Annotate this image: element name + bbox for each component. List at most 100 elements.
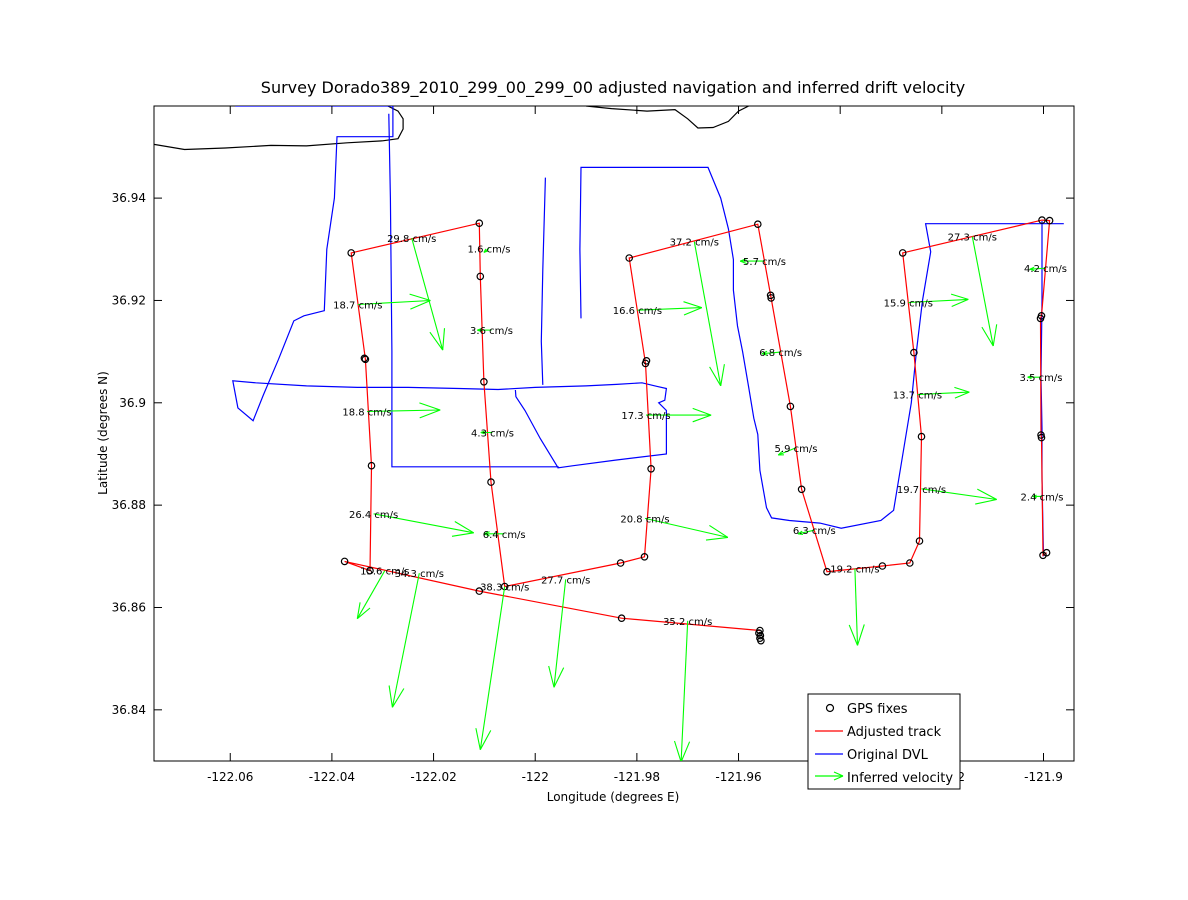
y-tick-label: 36.84 [112, 703, 146, 717]
velocity-label: 5.7 cm/s [743, 257, 786, 268]
velocity-arrow [1032, 494, 1042, 499]
velocity-arrow [739, 257, 765, 265]
tick-layer: -122.06 -122.04 -122.02 -122 -121.98 -121.96 -… [112, 106, 1074, 784]
gps-fix-marker [340, 557, 349, 566]
velocity-label: 34.3 cm/s [395, 569, 444, 580]
velocity-arrow [761, 350, 781, 356]
y-tick-label: 36.94 [112, 191, 146, 205]
gps-fix-marker [367, 461, 376, 470]
gps-fix-marker [642, 356, 651, 365]
gps-fix-marker [617, 614, 626, 623]
velocity-label: 6.8 cm/s [759, 348, 802, 359]
velocity-arrow [673, 620, 691, 761]
gps-fix-marker [878, 562, 887, 570]
gps-fix-marker [766, 291, 775, 300]
velocity-label: 2.4 cm/s [1021, 492, 1064, 503]
gps-fix-marker [898, 249, 907, 257]
velocity-arrow [357, 293, 431, 310]
x-tick-label: -121.9 [1024, 770, 1063, 784]
legend-gps-label: GPS fixes [847, 702, 908, 717]
velocity-label: 15.6 cm/s [360, 567, 409, 578]
velocity-arrow [797, 529, 815, 536]
gps-fix-marker [823, 567, 831, 576]
y-tick-label: 36.9 [119, 396, 146, 410]
velocity-arrow [411, 237, 446, 351]
gps-fix-marker [917, 432, 926, 441]
dvl-track-line [540, 177, 546, 385]
gps-fix-marker [1038, 216, 1046, 224]
gps-fix-marker [480, 377, 488, 386]
velocity-label: 4.3 cm/s [471, 429, 514, 440]
x-axis-label: Longitude (degrees E) [547, 790, 680, 804]
velocity-arrow [480, 430, 493, 435]
legend-dvl-label: Original DVL [847, 748, 929, 763]
gps-fix-marker [1037, 433, 1046, 442]
gps-fix-marker [753, 220, 762, 229]
velocity-label: 37.2 cm/s [670, 238, 719, 249]
velocity-arrow [1029, 266, 1046, 272]
legend-velocity-arrow [815, 771, 844, 781]
gps-fix-marker [475, 587, 484, 595]
coastline [585, 106, 749, 129]
velocity-label: 6.4 cm/s [483, 530, 526, 541]
gps-fix-marker [487, 478, 495, 486]
x-tick-label: -122.02 [410, 770, 456, 784]
velocity-arrow [693, 241, 725, 387]
gps-fix-marker [1045, 216, 1054, 225]
velocity-label: 4.2 cm/s [1024, 264, 1067, 275]
legend-adjusted-label: Adjusted track [847, 725, 942, 740]
velocity-label: 13.7 cm/s [893, 391, 942, 402]
velocity-arrow [548, 579, 567, 688]
velocity-label: 19.2 cm/s [830, 565, 879, 576]
gps-fix-marker [757, 636, 765, 645]
plot-area: 15.6 cm/s34.3 cm/s 38.3 cm/s 27.7 cm/s 35.2… [112, 105, 1075, 784]
velocity-label: 17.3 cm/s [621, 411, 670, 422]
gps-fix-marker [786, 402, 795, 411]
velocity-arrow [921, 488, 997, 505]
velocity-label: 19.7 cm/s [897, 485, 946, 496]
velocity-arrow [777, 447, 797, 456]
gps-fix-marker [640, 552, 649, 561]
velocity-arrow [908, 293, 969, 308]
x-tick-label: -122.06 [207, 770, 253, 784]
dvl-track-line [232, 106, 668, 469]
legend: GPS fixes Adjusted track Original DVL In… [807, 693, 961, 790]
gps-fix-marker [910, 348, 918, 357]
dvl-track-line [579, 166, 1064, 529]
velocity-label: 3.5 cm/s [1020, 373, 1063, 384]
gps-fix-marker [915, 537, 924, 545]
gps-fix-marker [347, 249, 356, 257]
velocity-label: 20.8 cm/s [620, 514, 669, 525]
velocity-arrow [637, 301, 703, 316]
axes-box [153, 105, 1075, 762]
gps-fix-marker [647, 464, 655, 473]
gps-fix-marker [475, 219, 484, 228]
velocity-label: 1.6 cm/s [468, 244, 511, 255]
legend-velocity-label: Inferred velocity [847, 771, 953, 786]
x-tick-label: -122.04 [309, 770, 355, 784]
y-tick-label: 36.88 [112, 498, 146, 512]
gps-fix-marker [360, 354, 369, 363]
x-tick-label: -122 [522, 770, 549, 784]
x-tick-label: -121.96 [715, 770, 761, 784]
gps-fix-marker [797, 485, 806, 494]
velocity-arrow [971, 236, 998, 347]
gps-fix-marker [361, 355, 370, 364]
velocity-arrow [644, 517, 729, 541]
velocity-label: 35.2 cm/s [663, 617, 712, 628]
gps-fix-marker [1042, 548, 1051, 557]
velocity-arrow [646, 407, 712, 423]
velocity-arrow [356, 570, 386, 620]
velocity-label: 27.3 cm/s [948, 233, 997, 244]
velocity-arrow [388, 573, 420, 708]
chart-title: Survey Dorado389_2010_299_00_299_00 adju… [261, 78, 965, 98]
velocity-label: 3.6 cm/s [470, 326, 513, 337]
velocity-label: 29.8 cm/s [387, 234, 436, 245]
velocity-label: 6.3 cm/s [793, 526, 836, 537]
velocity-arrow [483, 531, 505, 537]
gps-fix-marker [476, 272, 485, 281]
velocity-label: 38.3 cm/s [480, 583, 529, 594]
gps-fix-marker [905, 559, 914, 567]
gps-fix-marker [625, 254, 634, 262]
